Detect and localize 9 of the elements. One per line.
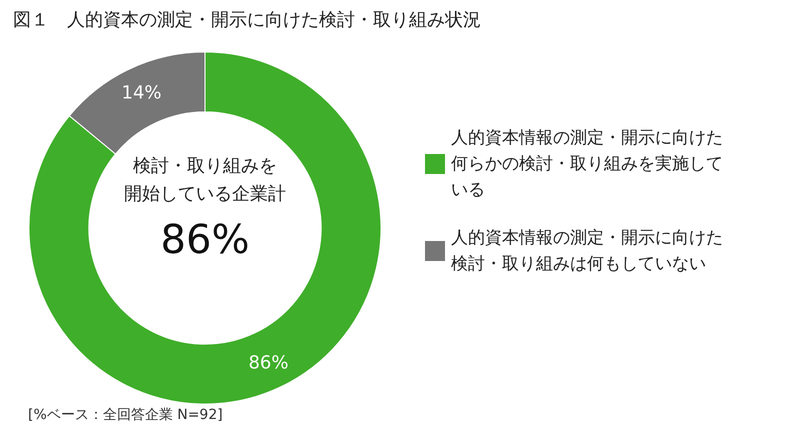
text: [%ベース：全回答企業 N=92]	[28, 407, 223, 423]
data-label: 14%	[122, 82, 162, 104]
text: 86%	[160, 217, 250, 263]
chart-title: 図１ 人的資本の測定・開示に向けた検討・取り組み状況	[13, 10, 481, 30]
legend-label: 人的資本情報の測定・開示に向けた何らかの検討・取り組みを実施している	[451, 128, 723, 200]
data-label: 86%	[248, 352, 288, 374]
legend-label: 人的資本情報の測定・開示に向けた検討・取り組みは何もしていない	[451, 228, 723, 274]
text: 検討・取り組みを	[133, 156, 277, 176]
text: 開始している企業計	[124, 184, 286, 204]
